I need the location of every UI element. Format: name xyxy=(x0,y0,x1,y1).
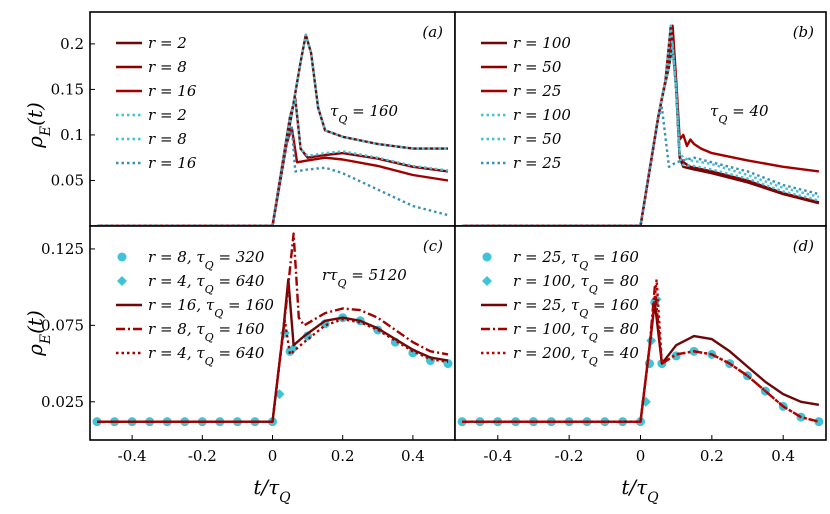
panel-1: r = 100 r = 50 r = 25 r = 100 r = 50 r = 25 (b… xyxy=(454,11,827,227)
x-tick-label: 0 xyxy=(636,447,646,465)
legend-entry: r = 100 xyxy=(513,34,571,52)
legend-marker xyxy=(482,276,492,286)
x-tick-label: 0.4 xyxy=(771,447,795,465)
x-axis-label-right: t/τQ xyxy=(621,475,659,506)
plot-area xyxy=(97,33,449,225)
legend-entry: r = 100, τQ = 80 xyxy=(513,272,639,296)
legend-entry: r = 25 xyxy=(513,154,561,172)
x-tick-label: -0.4 xyxy=(483,447,512,465)
panel-frame xyxy=(454,225,827,441)
x-tick-label: -0.2 xyxy=(188,447,217,465)
panel-2: 0.025 0.075 0.125 -0.4 -0.2 0 0.2 0.4 r = 8, τQ … xyxy=(41,225,456,465)
series-line xyxy=(462,24,820,225)
x-tick-label: 0.2 xyxy=(331,447,355,465)
legend-entry: r = 8 xyxy=(148,130,187,148)
legend-entry: r = 50 xyxy=(513,130,562,148)
legend-entry: r = 16 xyxy=(148,82,197,100)
legend-entry: r = 8, τQ = 160 xyxy=(148,320,265,344)
y-tick-label: 0.2 xyxy=(60,35,84,53)
legend-entry: r = 2 xyxy=(148,106,187,124)
legend-entry: r = 50 xyxy=(513,58,562,76)
panel-annotation: τQ = 160 xyxy=(330,102,399,126)
panel-frame xyxy=(89,11,456,227)
panel-label: (a) xyxy=(422,23,443,41)
legend-entry: r = 25, τQ = 160 xyxy=(513,296,639,320)
panel-label: (b) xyxy=(793,23,814,41)
series-line xyxy=(462,285,820,423)
legend-entry: r = 100, τQ = 80 xyxy=(513,320,639,344)
legend-entry: r = 100 xyxy=(513,106,571,124)
data-point xyxy=(814,417,824,427)
panels: 0.05 0.1 0.15 0.2 r = 2 r = 8 r = 16 r = 2 r = 8… xyxy=(41,11,827,465)
y-axis-label-top: ρE(t) xyxy=(23,102,54,149)
x-axis-label-left: t/τQ xyxy=(253,475,291,506)
legend-entry: r = 16 xyxy=(148,154,197,172)
panel-frame xyxy=(89,225,456,441)
y-tick-label: 0.075 xyxy=(41,316,84,334)
panel-0: 0.05 0.1 0.15 0.2 r = 2 r = 8 r = 16 r = 2 r = 8… xyxy=(51,11,456,227)
y-tick-label: 0.15 xyxy=(51,80,84,98)
plot-area xyxy=(92,232,453,427)
panel-label: (d) xyxy=(793,237,814,255)
series-line xyxy=(462,278,820,423)
legend-marker xyxy=(482,252,492,262)
panel-annotation: rτQ = 5120 xyxy=(322,266,407,290)
x-tick-label: 0 xyxy=(268,447,278,465)
panel-frame xyxy=(454,11,827,227)
legend-marker xyxy=(117,252,127,262)
legend-entry: r = 4, τQ = 640 xyxy=(148,344,265,368)
legend-entry: r = 8, τQ = 320 xyxy=(148,248,265,272)
legend-entry: r = 25, τQ = 160 xyxy=(513,248,639,272)
legend-entry: r = 2 xyxy=(148,34,187,52)
panel-annotation: τQ = 40 xyxy=(710,102,769,126)
x-tick-label: -0.4 xyxy=(118,447,147,465)
panel-label: (c) xyxy=(423,237,443,255)
data-point xyxy=(288,343,299,354)
legend-entry: r = 25 xyxy=(513,82,561,100)
y-tick-label: 0.1 xyxy=(60,126,84,144)
legend-entry: r = 16, τQ = 160 xyxy=(148,296,274,320)
x-tick-label: 0.4 xyxy=(401,447,425,465)
y-tick-label: 0.025 xyxy=(41,393,84,411)
plot-area xyxy=(462,24,820,225)
plot-area xyxy=(457,278,824,427)
legend-entry: r = 200, τQ = 40 xyxy=(513,344,639,368)
series-line xyxy=(97,126,449,225)
legend-entry: r = 4, τQ = 640 xyxy=(148,272,265,296)
series-line xyxy=(97,232,449,423)
legend-entry: r = 8 xyxy=(148,58,187,76)
x-tick-label: 0.2 xyxy=(700,447,724,465)
y-tick-label: 0.125 xyxy=(41,240,84,258)
series-line xyxy=(97,126,449,225)
y-tick-label: 0.05 xyxy=(51,171,84,189)
x-tick-label: -0.2 xyxy=(555,447,584,465)
series-line xyxy=(462,106,820,225)
legend-marker xyxy=(117,276,127,286)
